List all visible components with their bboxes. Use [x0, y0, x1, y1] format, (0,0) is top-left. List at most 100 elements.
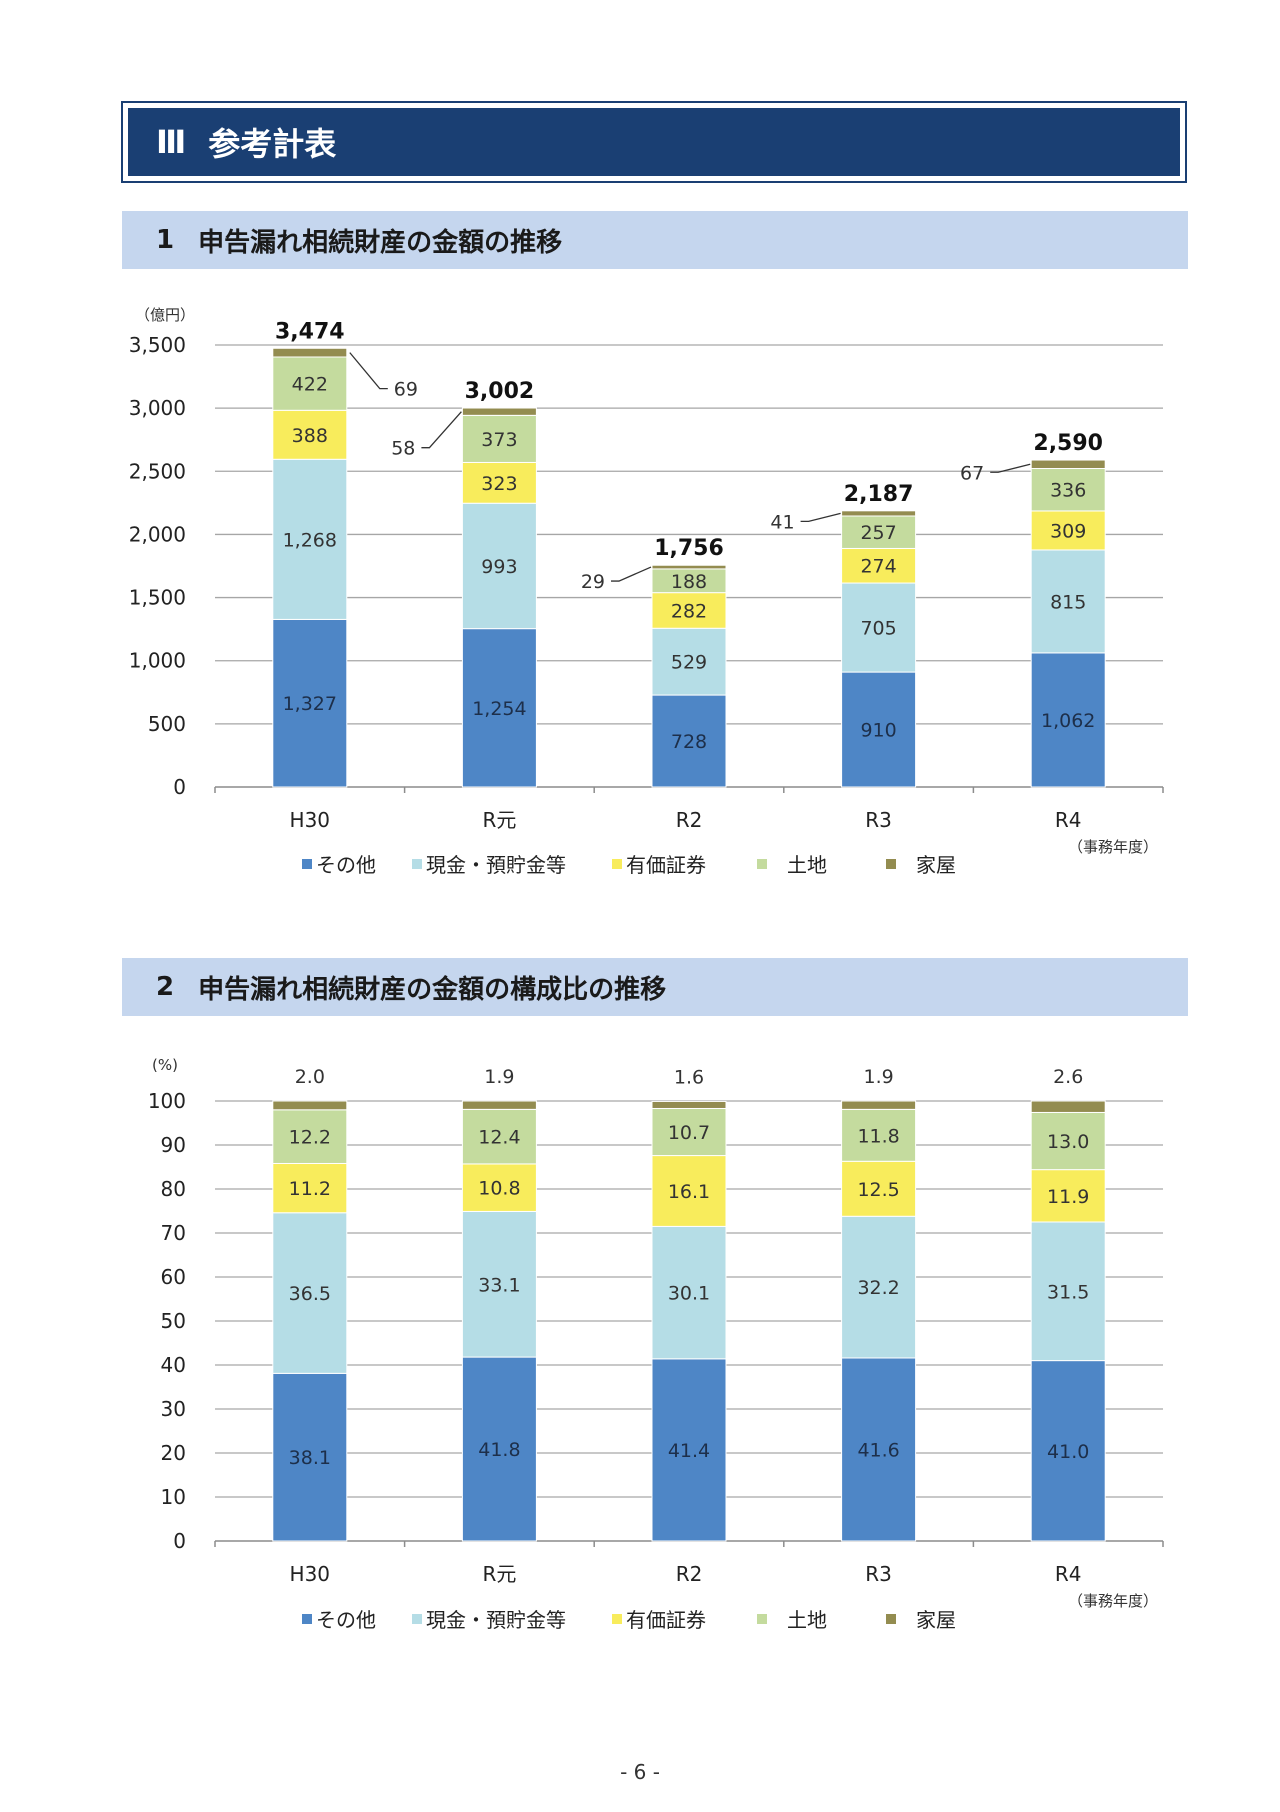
bar-segment: [1030, 1360, 1106, 1542]
callout-line: [349, 352, 388, 390]
data-label: 41.8: [478, 1439, 520, 1461]
legend-swatch: [886, 859, 896, 869]
bar-segment: [1030, 549, 1106, 654]
y-tick-label: 30: [161, 1397, 186, 1421]
callout-line: [421, 411, 462, 449]
total-label: 2,590: [1033, 431, 1103, 456]
data-label: 10.8: [478, 1178, 520, 1200]
y-tick-label: 70: [161, 1221, 186, 1245]
section1-number: 1: [156, 225, 175, 255]
legend-label: 家屋: [916, 853, 956, 877]
bar-segment: [461, 628, 537, 788]
data-label: 323: [481, 473, 517, 495]
bar-segment: [461, 461, 537, 504]
bar-segment: [461, 502, 537, 630]
legend-label: その他: [316, 853, 376, 877]
legend-swatch: [886, 1614, 896, 1624]
bar-segment: [651, 1107, 727, 1157]
x-tick-label: R元: [482, 1562, 516, 1586]
data-label: 257: [860, 522, 896, 544]
data-label: 33.1: [478, 1274, 520, 1296]
legend-swatch: [757, 859, 767, 869]
y-tick-label: 20: [161, 1441, 186, 1465]
section2-header: 2 申告漏れ相続財産の金額の構成比の推移: [122, 958, 1188, 1016]
data-label: 29: [581, 571, 605, 593]
bar-segment: [841, 1160, 917, 1217]
bar-segment: [841, 582, 917, 673]
data-label: 422: [292, 374, 328, 396]
bar-segment: [272, 1372, 348, 1542]
bar-segment: [841, 1100, 917, 1110]
data-label: 10.7: [668, 1122, 710, 1144]
y-tick-label: 90: [161, 1133, 186, 1157]
bar-segment: [651, 694, 727, 788]
ratio-chart: 0 10 20 30 40 50 60 70 80 90 100 (%) 38.1 36.5 11.2 12.…: [148, 1056, 1164, 1632]
total-label: 2,187: [844, 482, 914, 507]
legend-label: 現金・預貯金等: [426, 1608, 566, 1632]
x-tick-label: R4: [1055, 808, 1082, 832]
data-label: 41: [770, 511, 794, 533]
main-header-number: Ⅲ: [156, 123, 189, 161]
bar-segment: [1030, 652, 1106, 788]
data-label: 1.6: [674, 1066, 704, 1088]
bar-segment: [841, 510, 917, 517]
amount-chart: 0 500 1,000 1,500 2,000 2,500 3,000 3,500 （億円） 1,…: [129, 306, 1164, 877]
x-tick-label: R2: [676, 1562, 703, 1586]
section2-number: 2: [156, 972, 175, 1002]
callout-line: [611, 566, 652, 582]
page-number: - 6 -: [620, 1760, 660, 1784]
bar-segment: [841, 671, 917, 788]
y-tick-label: 0: [173, 775, 186, 799]
data-label: 31.5: [1047, 1281, 1089, 1303]
data-label: 2.6: [1053, 1066, 1083, 1088]
data-label: 58: [391, 438, 415, 460]
bar-segment: [272, 618, 348, 788]
bar-segment: [461, 414, 537, 463]
y-tick-label: 1,500: [129, 586, 186, 610]
bar-segment: [272, 409, 348, 460]
main-header-title: 参考計表: [208, 125, 337, 163]
y-tick-label: 3,500: [129, 333, 186, 357]
bar-segment: [841, 1108, 917, 1162]
bar-segment: [272, 356, 348, 411]
y-tick-label: 3,000: [129, 396, 186, 420]
bar-segment: [272, 347, 348, 358]
data-label: 67: [960, 462, 984, 484]
data-label: 529: [671, 652, 707, 674]
x-tick-label: R2: [676, 808, 703, 832]
y-tick-label: 100: [148, 1089, 186, 1113]
legend-label: 有価証券: [626, 1608, 706, 1632]
callout-line: [990, 463, 1031, 473]
data-label: 16.1: [668, 1181, 710, 1203]
data-label: 11.2: [289, 1178, 331, 1200]
bar-segment: [272, 458, 348, 620]
data-label: 36.5: [289, 1283, 331, 1305]
x-axis-unit-label: （事務年度）: [1068, 838, 1158, 856]
x-axis-unit-label: （事務年度）: [1068, 1592, 1158, 1610]
data-label: 41.4: [668, 1440, 710, 1462]
data-label: 815: [1050, 591, 1086, 613]
data-label: 274: [860, 556, 896, 578]
callout-line: [800, 512, 841, 523]
bar-segment: [272, 1100, 348, 1111]
y-tick-label: 80: [161, 1177, 186, 1201]
data-label: 2.0: [295, 1066, 325, 1088]
bar-segment: [841, 515, 917, 549]
bar-segment: [461, 1108, 537, 1165]
x-tick-label: R元: [482, 808, 516, 832]
data-label: 993: [481, 556, 517, 578]
bar-segment: [651, 1225, 727, 1360]
data-label: 910: [860, 720, 896, 742]
y-axis-unit-label: (%): [152, 1056, 178, 1074]
x-tick-label: R4: [1055, 1562, 1082, 1586]
bar-segment: [841, 547, 917, 584]
y-tick-label: 50: [161, 1309, 186, 1333]
bar-segment: [1030, 510, 1106, 551]
data-label: 336: [1050, 480, 1086, 502]
y-tick-label: 10: [161, 1485, 186, 1509]
bar-segment: [272, 1212, 348, 1374]
y-tick-label: 2,500: [129, 459, 186, 483]
legend-swatch: [302, 859, 312, 869]
legend-label: 有価証券: [626, 853, 706, 877]
x-tick-label: R3: [865, 808, 892, 832]
